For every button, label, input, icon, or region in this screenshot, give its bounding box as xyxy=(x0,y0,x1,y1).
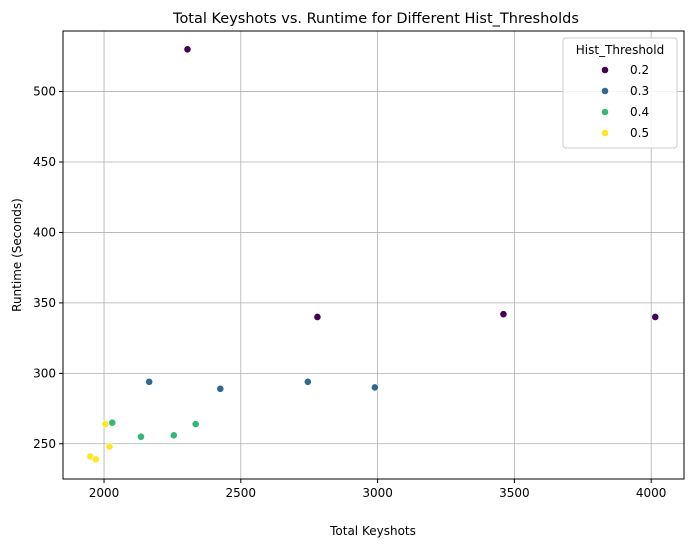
data-point-0_5 xyxy=(105,442,114,451)
data-point-0_3 xyxy=(370,383,379,392)
data-point-0_4 xyxy=(137,432,145,441)
data-point-0_5 xyxy=(101,420,110,428)
data-point-0_3 xyxy=(145,377,154,386)
x-axis-label: Total Keyshots xyxy=(329,524,416,538)
legend-marker xyxy=(601,129,609,137)
legend-marker xyxy=(601,108,609,116)
chart-title: Total Keyshots vs. Runtime for Different… xyxy=(172,11,579,27)
legend-marker xyxy=(601,87,609,95)
legend: Hist_Threshold 0.2 0.3 0.4 0.5 xyxy=(562,37,678,149)
legend-label: 0.5 xyxy=(630,126,649,140)
y-tick-label: 300 xyxy=(33,366,56,380)
data-points xyxy=(86,45,660,464)
y-tick-label: 350 xyxy=(33,296,56,310)
y-axis-label: Runtime (Seconds) xyxy=(10,198,24,312)
data-point-0_2 xyxy=(313,313,322,321)
x-tick-label: 3500 xyxy=(499,486,530,500)
x-tick-label: 4000 xyxy=(636,486,667,500)
legend-box xyxy=(562,37,678,149)
grid xyxy=(63,31,684,479)
y-tick-label: 250 xyxy=(33,437,56,451)
x-axis-ticks: 2000 2500 3000 3500 4000 xyxy=(89,479,667,500)
x-tick-label: 2500 xyxy=(226,486,257,500)
data-point-0_2 xyxy=(651,313,660,321)
data-point-0_2 xyxy=(499,310,508,319)
x-tick-label: 3000 xyxy=(362,486,393,500)
legend-label: 0.3 xyxy=(630,84,649,98)
y-tick-label: 400 xyxy=(33,225,56,239)
y-tick-label: 500 xyxy=(33,85,56,99)
x-tick-label: 2000 xyxy=(89,486,120,500)
legend-label: 0.2 xyxy=(630,63,649,77)
legend-label: 0.4 xyxy=(630,105,649,119)
data-point-0_4 xyxy=(191,420,200,428)
data-point-0_3 xyxy=(216,384,225,393)
y-axis-ticks: 250 300 350 400 450 500 xyxy=(33,85,63,451)
legend-marker xyxy=(601,66,609,74)
data-point-0_5 xyxy=(91,455,100,464)
data-point-0_4 xyxy=(169,431,178,440)
data-point-0_2 xyxy=(183,45,192,54)
data-point-0_4 xyxy=(108,418,117,427)
legend-title: Hist_Threshold xyxy=(576,43,664,57)
data-point-0_3 xyxy=(303,377,312,386)
plot-area-frame xyxy=(62,30,685,480)
y-tick-label: 450 xyxy=(33,155,56,169)
